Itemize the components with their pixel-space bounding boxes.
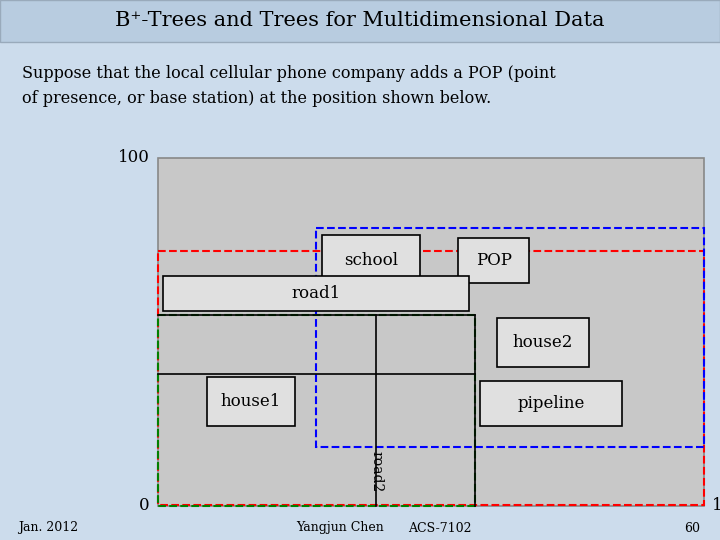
Text: 100: 100 — [118, 150, 150, 166]
Text: Jan. 2012: Jan. 2012 — [18, 522, 78, 535]
Text: B⁺-Trees and Trees for Multidimensional Data: B⁺-Trees and Trees for Multidimensional … — [115, 11, 605, 30]
Bar — [207, 377, 294, 426]
Text: 100: 100 — [712, 497, 720, 515]
Bar — [158, 315, 474, 506]
Text: POP: POP — [476, 252, 512, 269]
Bar — [480, 381, 622, 426]
Bar — [158, 251, 704, 505]
Text: pipeline: pipeline — [518, 395, 585, 412]
Text: school: school — [344, 252, 398, 269]
Bar — [322, 234, 420, 287]
Text: Yangjun Chen: Yangjun Chen — [296, 522, 384, 535]
Bar — [459, 238, 529, 284]
Bar — [158, 158, 704, 506]
Bar — [497, 318, 590, 367]
Text: ACS-7102: ACS-7102 — [408, 522, 472, 535]
Text: road2: road2 — [369, 450, 383, 492]
Text: house2: house2 — [513, 334, 573, 351]
Text: 60: 60 — [684, 522, 700, 535]
Bar — [163, 276, 469, 311]
Text: road1: road1 — [292, 285, 341, 302]
Text: Suppose that the local cellular phone company adds a POP (point: Suppose that the local cellular phone co… — [22, 65, 556, 82]
Bar — [316, 227, 704, 447]
Text: of presence, or base station) at the position shown below.: of presence, or base station) at the pos… — [22, 90, 491, 107]
Bar — [0, 0, 720, 42]
Text: 0: 0 — [140, 497, 150, 515]
Text: house1: house1 — [220, 393, 281, 410]
